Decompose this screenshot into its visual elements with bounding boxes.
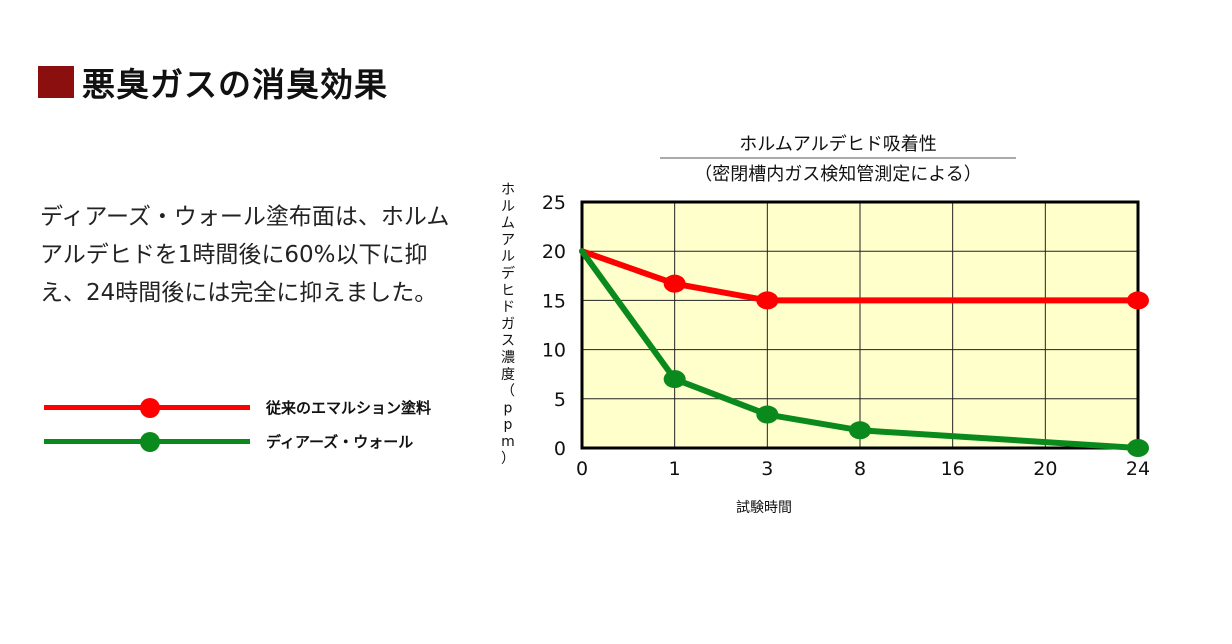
x-tick-label: 20 — [1033, 458, 1057, 480]
chart-container: ホルムアルデヒド吸着性 （密閉槽内ガス検知管測定による） 0 5 10 15 20 25 0 1 3… — [490, 128, 1170, 528]
chart-subtitle: （密閉槽内ガス検知管測定による） — [694, 164, 981, 185]
legend-marker-red — [140, 397, 160, 418]
x-tick-label: 8 — [854, 458, 866, 480]
legend-marker-green — [140, 431, 160, 452]
x-tick-label: 3 — [761, 458, 773, 480]
plot-border — [580, 200, 1140, 450]
y-tick-label: 0 — [554, 438, 566, 460]
x-tick-label: 24 — [1126, 458, 1150, 480]
y-tick-label: 25 — [542, 192, 566, 214]
y-tick-label: 10 — [542, 340, 566, 362]
legend-item-conventional: 従来のエマルション塗料 — [44, 390, 464, 424]
chart-legend: 従来のエマルション塗料 ディアーズ・ウォール — [44, 390, 464, 458]
x-tick-label: 1 — [669, 458, 681, 480]
y-tick-label: 20 — [542, 241, 566, 263]
x-tick-label: 16 — [941, 458, 965, 480]
series-0-point — [756, 291, 779, 310]
description-text: ディアーズ・ウォール塗布面は、ホルムアルデヒドを1時間後に60%以下に抑え、24… — [40, 204, 450, 306]
y-tick-label: 5 — [554, 389, 566, 411]
series-line-0 — [579, 248, 1141, 304]
legend-line-red — [44, 397, 250, 418]
x-axis-label: 試験時間 — [736, 500, 792, 516]
legend-label-dearswall: ディアーズ・ウォール — [266, 432, 414, 451]
x-tick-label: 0 — [576, 458, 588, 480]
page-title: 悪臭ガスの消臭効果 — [82, 65, 388, 104]
heading-square-icon — [38, 66, 74, 98]
chart-title: ホルムアルデヒド吸着性 — [739, 134, 936, 155]
legend-label-conventional: 従来のエマルション塗料 — [266, 398, 432, 417]
page-heading: 悪臭ガスの消臭効果 — [38, 62, 388, 104]
legend-item-dearswall: ディアーズ・ウォール — [44, 424, 464, 458]
series-0-point — [663, 274, 686, 293]
series-1-point — [1127, 439, 1149, 457]
series-0-point — [1127, 291, 1149, 310]
line-chart: ホルムアルデヒド吸着性 （密閉槽内ガス検知管測定による） 0 5 10 15 20 25 0 1 3… — [501, 134, 1150, 516]
series-1-point — [663, 370, 686, 389]
series-1-point — [849, 421, 871, 440]
series-1-point — [756, 405, 779, 424]
y-axis-label: ホルムアルデヒドガス濃度（ p p m） — [501, 182, 515, 467]
legend-line-green — [44, 431, 250, 452]
y-tick-label: 15 — [542, 290, 566, 312]
